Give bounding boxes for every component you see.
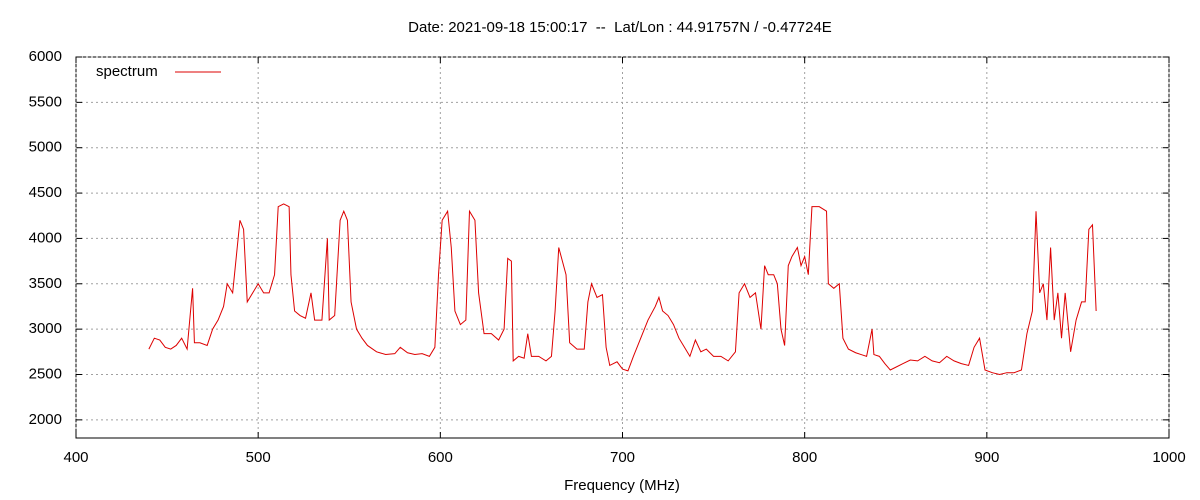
y-tick-label: 5000 xyxy=(29,139,62,156)
y-tick-label: 4000 xyxy=(29,229,62,246)
x-tick-label: 600 xyxy=(428,449,453,466)
y-tick-label: 4500 xyxy=(29,184,62,201)
x-tick-label: 800 xyxy=(792,449,817,466)
legend-label: spectrum xyxy=(96,63,158,80)
x-tick-label: 1000 xyxy=(1152,449,1185,466)
y-tick-label: 3000 xyxy=(29,320,62,337)
y-tick-label: 3500 xyxy=(29,275,62,292)
y-tick-label: 2000 xyxy=(29,411,62,428)
y-tick-label: 2500 xyxy=(29,365,62,382)
spectrum-line xyxy=(148,203,1097,376)
x-tick-label: 900 xyxy=(974,449,999,466)
x-axis-label: Frequency (MHz) xyxy=(564,477,680,494)
y-tick-label: 5500 xyxy=(29,93,62,110)
chart-title: Date: 2021-09-18 15:00:17 -- Lat/Lon : 4… xyxy=(408,19,832,36)
x-tick-label: 400 xyxy=(63,449,88,466)
y-tick-label: 6000 xyxy=(29,48,62,65)
x-tick-label: 500 xyxy=(246,449,271,466)
x-tick-label: 700 xyxy=(610,449,635,466)
